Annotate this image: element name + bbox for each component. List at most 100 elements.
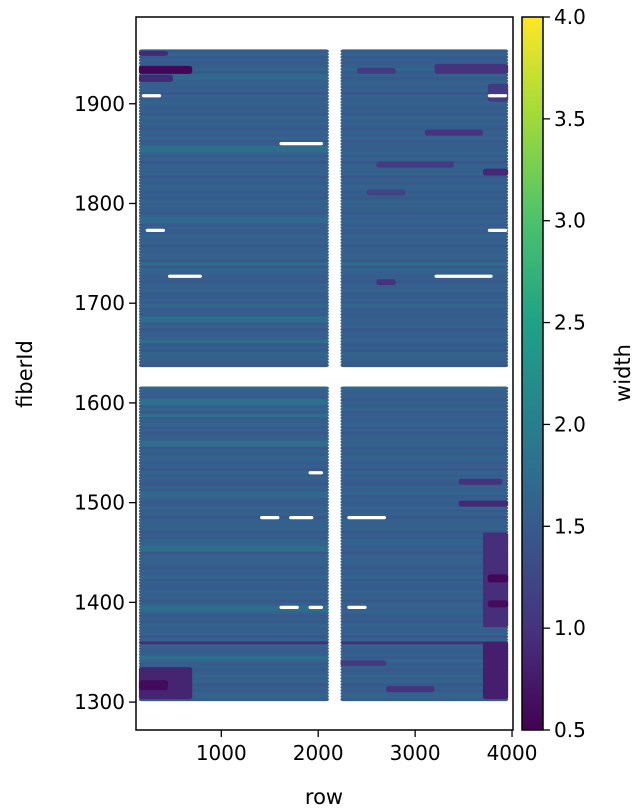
heatmap-row-b0-f1357-s1 — [340, 643, 509, 648]
heatmap-row-b0-f1615-s1 — [340, 386, 509, 391]
heatmap-row-b0-f1585-s1 — [340, 416, 509, 420]
colorbar-label: width — [611, 344, 635, 402]
heatmap-row-b1-f1947-s0 — [138, 55, 329, 59]
heatmap-row-b1-f1914-s0 — [138, 88, 329, 92]
heatmap-row-b0-f1426-s1 — [340, 574, 509, 579]
heatmap-row-b1-f1695-s1 — [340, 306, 509, 311]
heatmap-row-b1-f1797-s1 — [340, 204, 509, 209]
heatmap-row-b1-f1782-s1 — [340, 219, 509, 224]
heatmap-row-b1-f1926-s0 — [138, 76, 329, 80]
heatmap-row-b0-f1429-s1 — [340, 571, 509, 576]
heatmap-row-b1-f1824-s1 — [340, 178, 509, 182]
low-width-patch-19 — [340, 660, 387, 667]
low-width-patch-1 — [138, 74, 173, 82]
heatmap-row-b1-f1902-s1 — [340, 100, 509, 104]
plot-area: 1000 2000 3000 4000 1300 1400 1500 1600 1700 180… — [13, 16, 537, 809]
heatmap-row-b1-f1944-s1 — [340, 58, 509, 62]
heatmap-row-b0-f1552-s1 — [340, 449, 509, 453]
heatmap-row-b0-f1489-s1 — [340, 512, 509, 516]
heatmap-row-b0-f1570-s0 — [138, 431, 329, 435]
heatmap-row-b1-f1791-s0 — [138, 210, 329, 215]
heatmap-row-b1-f1887-s0 — [138, 115, 329, 119]
heatmap-row-b1-f1923-s1 — [340, 79, 509, 83]
heatmap-row-b0-f1600-s0 — [138, 401, 329, 406]
heatmap-row-b1-f1770-s1 — [340, 231, 509, 236]
heatmap-row-b1-f1749-s1 — [340, 252, 509, 257]
heatmap-row-b1-f1812-s0 — [138, 190, 329, 194]
colorbar-tick-label-1.5: 1.5 — [554, 514, 586, 538]
heatmap-row-b0-f1441-s0 — [138, 559, 329, 564]
heatmap-row-b0-f1471-s0 — [138, 530, 329, 534]
heatmap-row-b0-f1507-s0 — [138, 494, 329, 498]
colorbar-tick-label-3: 3.0 — [554, 209, 586, 233]
missing-point-5 — [347, 515, 387, 520]
heatmap-row-b0-f1399-s0 — [138, 601, 329, 606]
heatmap-row-b0-f1372-s1 — [340, 628, 509, 633]
heatmap-row-b0-f1528-s0 — [138, 473, 329, 477]
heatmap-row-b1-f1827-s0 — [138, 175, 329, 179]
heatmap-row-b0-f1366-s1 — [340, 634, 509, 639]
heatmap-row-b1-f1710-s0 — [138, 291, 329, 296]
y-tick-label-1400: 1400 — [74, 590, 125, 614]
heatmap-row-b0-f1474-s0 — [138, 527, 329, 531]
low-width-patch-16 — [487, 600, 509, 608]
heatmap-row-b0-f1390-s0 — [138, 610, 329, 615]
missing-point-3 — [260, 515, 280, 520]
heatmap-row-b1-f1788-s0 — [138, 213, 329, 218]
heatmap-row-b1-f1734-s1 — [340, 267, 509, 272]
heatmap-row-b1-f1776-s0 — [138, 225, 329, 230]
heatmap-row-b1-f1683-s0 — [138, 318, 329, 323]
heatmap-row-b1-f1824-s0 — [138, 178, 329, 182]
heatmap-row-b1-f1773-s0 — [138, 228, 329, 233]
colorbar-tick-label-2: 2.0 — [554, 412, 586, 436]
heatmap-row-b1-f1845-s0 — [138, 157, 329, 161]
missing-point-7 — [167, 274, 202, 278]
heatmap-row-b0-f1603-s0 — [138, 398, 329, 403]
heatmap-row-b1-f1863-s1 — [340, 139, 509, 143]
colorbar-tick-label-1: 1.0 — [554, 616, 586, 640]
heatmap-row-b1-f1746-s0 — [138, 255, 329, 260]
heatmap-row-b1-f1788-s1 — [340, 213, 509, 218]
heatmap-row-b1-f1731-s1 — [340, 270, 509, 275]
heatmap-row-b0-f1387-s1 — [340, 613, 509, 618]
heatmap-row-b0-f1378-s1 — [340, 622, 509, 627]
missing-point-6 — [308, 471, 324, 475]
colorbar-tick-label-3.5: 3.5 — [554, 107, 586, 131]
heatmap-row-b0-f1612-s1 — [340, 389, 509, 394]
low-width-patch-6 — [424, 129, 483, 136]
heatmap-row-b0-f1375-s0 — [138, 625, 329, 630]
heatmap-row-b1-f1719-s0 — [138, 282, 329, 287]
heatmap-row-b1-f1704-s1 — [340, 297, 509, 302]
heatmap-row-b0-f1447-s1 — [340, 553, 509, 558]
low-width-patch-2 — [138, 50, 168, 56]
heatmap-row-b0-f1441-s1 — [340, 559, 509, 564]
heatmap-row-b1-f1878-s0 — [138, 124, 329, 128]
heatmap-row-b1-f1851-s0 — [138, 151, 329, 155]
heatmap-row-b1-f1785-s1 — [340, 216, 509, 221]
heatmap-row-b0-f1417-s1 — [340, 583, 509, 588]
plot-frame — [135, 16, 514, 731]
heatmap-row-b0-f1384-s1 — [340, 616, 509, 621]
heatmap-row-b1-f1665-s0 — [138, 336, 329, 341]
low-width-patch-0 — [138, 65, 193, 74]
heatmap-row-b1-f1887-s1 — [340, 115, 509, 119]
heatmap-row-b1-f1740-s0 — [138, 261, 329, 266]
heatmap-row-b1-f1953-s1 — [340, 49, 509, 54]
heatmap-row-b0-f1579-s0 — [138, 422, 329, 426]
heatmap-row-b0-f1531-s0 — [138, 470, 329, 474]
heatmap-row-b0-f1348-s0 — [138, 652, 329, 657]
heatmap-row-b1-f1839-s0 — [138, 163, 329, 167]
heatmap-row-b0-f1510-s0 — [138, 491, 329, 495]
heatmap-row-b0-f1504-s1 — [340, 497, 509, 501]
heatmap-row-b1-f1908-s0 — [138, 94, 329, 98]
heatmap-row-b0-f1573-s1 — [340, 428, 509, 432]
heatmap-row-b1-f1749-s0 — [138, 252, 329, 257]
heatmap-row-b1-f1644-s1 — [340, 357, 509, 362]
heatmap-row-b1-f1848-s0 — [138, 154, 329, 158]
heatmap-row-b1-f1899-s1 — [340, 103, 509, 107]
missing-point-8 — [434, 274, 493, 278]
heatmap-row-b0-f1465-s0 — [138, 536, 329, 540]
heatmap-row-b1-f1863-s0 — [138, 139, 329, 143]
heatmap-row-b1-f1695-s0 — [138, 306, 329, 311]
heatmap-row-b1-f1893-s1 — [340, 109, 509, 113]
